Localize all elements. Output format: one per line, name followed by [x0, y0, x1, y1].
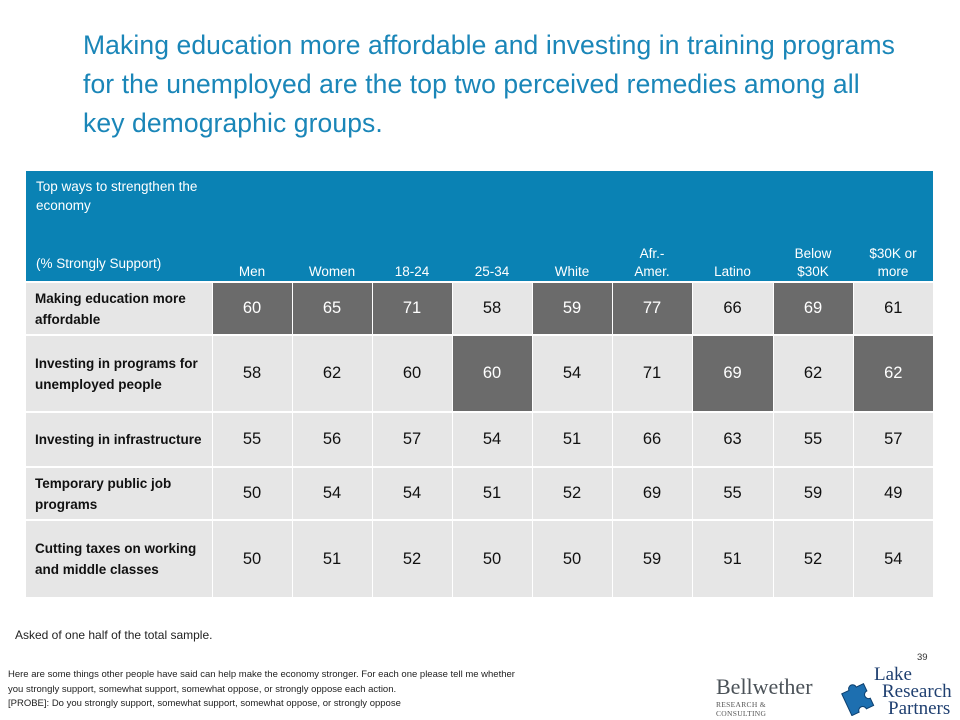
row-header-question: Top ways to strengthen the economy — [36, 179, 198, 213]
row-label: Making education more affordable — [26, 281, 212, 335]
column-header: Latino — [692, 171, 773, 282]
puzzle-piece-icon — [841, 683, 875, 716]
value-cell: 57 — [371, 411, 452, 467]
value-cell: 50 — [211, 519, 292, 597]
value-cell: 59 — [772, 466, 853, 520]
value-cell: 63 — [691, 411, 773, 467]
value-cell: 59 — [611, 519, 692, 597]
column-header: Afr.- Amer. — [612, 171, 692, 282]
value-cell-highlighted: 69 — [691, 334, 773, 412]
question-line: Here are some things other people have s… — [8, 669, 515, 680]
column-header: Women — [292, 171, 372, 282]
lake-research-logo-line: Research — [882, 681, 952, 702]
value-cell: 54 — [291, 466, 372, 520]
value-cell: 57 — [852, 411, 933, 467]
value-cell: 50 — [531, 519, 612, 597]
row-label: Investing in infrastructure — [26, 411, 212, 467]
footnote: Asked of one half of the total sample. — [15, 628, 213, 642]
slide-title: Making education more affordable and inv… — [83, 30, 895, 138]
value-cell: 55 — [211, 411, 292, 467]
row-header-subtitle: (% Strongly Support) — [36, 256, 162, 271]
bellwether-logo-name: Bellwether — [716, 674, 813, 699]
table-row: Temporary public job programs 50 54 54 51 52 6… — [26, 466, 933, 520]
row-label: Temporary public job programs — [26, 466, 212, 520]
question-text: Here are some things other people have s… — [8, 668, 698, 712]
value-cell-highlighted: 65 — [291, 281, 372, 335]
value-cell-highlighted: 69 — [772, 281, 853, 335]
column-header: $30K or more — [853, 171, 933, 282]
value-cell: 58 — [211, 334, 292, 412]
value-cell-highlighted: 60 — [211, 281, 292, 335]
value-cell: 52 — [772, 519, 853, 597]
value-cell: 60 — [371, 334, 452, 412]
results-table: Top ways to strengthen the economy (% St… — [26, 171, 933, 597]
lake-research-logo: Lake Research Partners — [836, 664, 956, 720]
column-header: Men — [212, 171, 292, 282]
value-cell: 54 — [451, 411, 532, 467]
table-row: Investing in infrastructure 55 56 57 54 51 66 6… — [26, 411, 933, 467]
page-number: 39 — [917, 652, 928, 663]
value-cell-highlighted: 71 — [371, 281, 452, 335]
value-cell: 54 — [852, 519, 933, 597]
value-cell: 55 — [772, 411, 853, 467]
table-row: Making education more affordable 60 65 71 58… — [26, 281, 933, 335]
column-header: Below $30K — [773, 171, 853, 282]
lake-research-logo-text: Lake Research Partners — [874, 664, 952, 719]
value-cell: 62 — [291, 334, 372, 412]
value-cell-highlighted: 60 — [451, 334, 532, 412]
value-cell: 61 — [852, 281, 933, 335]
column-header: 25-34 — [452, 171, 532, 282]
lake-research-logo-line: Lake — [874, 664, 912, 685]
bellwether-logo-tagline: RESEARCH & CONSULTING — [716, 700, 767, 718]
value-cell: 52 — [531, 466, 612, 520]
value-cell: 66 — [691, 281, 773, 335]
row-header-cell: Top ways to strengthen the economy (% St… — [26, 171, 212, 282]
value-cell: 71 — [611, 334, 692, 412]
value-cell: 52 — [371, 519, 452, 597]
value-cell: 50 — [211, 466, 292, 520]
value-cell: 51 — [291, 519, 372, 597]
bellwether-logo: Bellwether RESEARCH & CONSULTING — [716, 674, 816, 719]
value-cell: 66 — [611, 411, 692, 467]
value-cell: 50 — [451, 519, 532, 597]
column-header: 18-24 — [372, 171, 452, 282]
table-row: Investing in programs for unemployed peo… — [26, 334, 933, 412]
value-cell-highlighted: 62 — [852, 334, 933, 412]
value-cell: 49 — [852, 466, 933, 520]
value-cell: 55 — [691, 466, 773, 520]
question-line: you strongly support, somewhat support, … — [8, 683, 397, 695]
value-cell: 51 — [691, 519, 773, 597]
value-cell-highlighted: 77 — [611, 281, 692, 335]
question-line: [PROBE]: Do you strongly support, somewh… — [8, 698, 401, 709]
header-row: Top ways to strengthen the economy (% St… — [26, 171, 933, 282]
row-label: Investing in programs for unemployed peo… — [26, 334, 212, 412]
value-cell: 69 — [611, 466, 692, 520]
lake-research-logo-line: Partners — [888, 698, 951, 719]
value-cell: 56 — [291, 411, 372, 467]
value-cell: 54 — [371, 466, 452, 520]
table-body: Making education more affordable 60 65 71 58… — [26, 281, 933, 597]
table-row: Cutting taxes on working and middle clas… — [26, 519, 933, 597]
column-header: White — [532, 171, 612, 282]
value-cell: 62 — [772, 334, 853, 412]
value-cell: 58 — [451, 281, 532, 335]
value-cell: 54 — [531, 334, 612, 412]
value-cell: 51 — [451, 466, 532, 520]
value-cell-highlighted: 59 — [531, 281, 612, 335]
row-label: Cutting taxes on working and middle clas… — [26, 519, 212, 597]
value-cell: 51 — [531, 411, 612, 467]
